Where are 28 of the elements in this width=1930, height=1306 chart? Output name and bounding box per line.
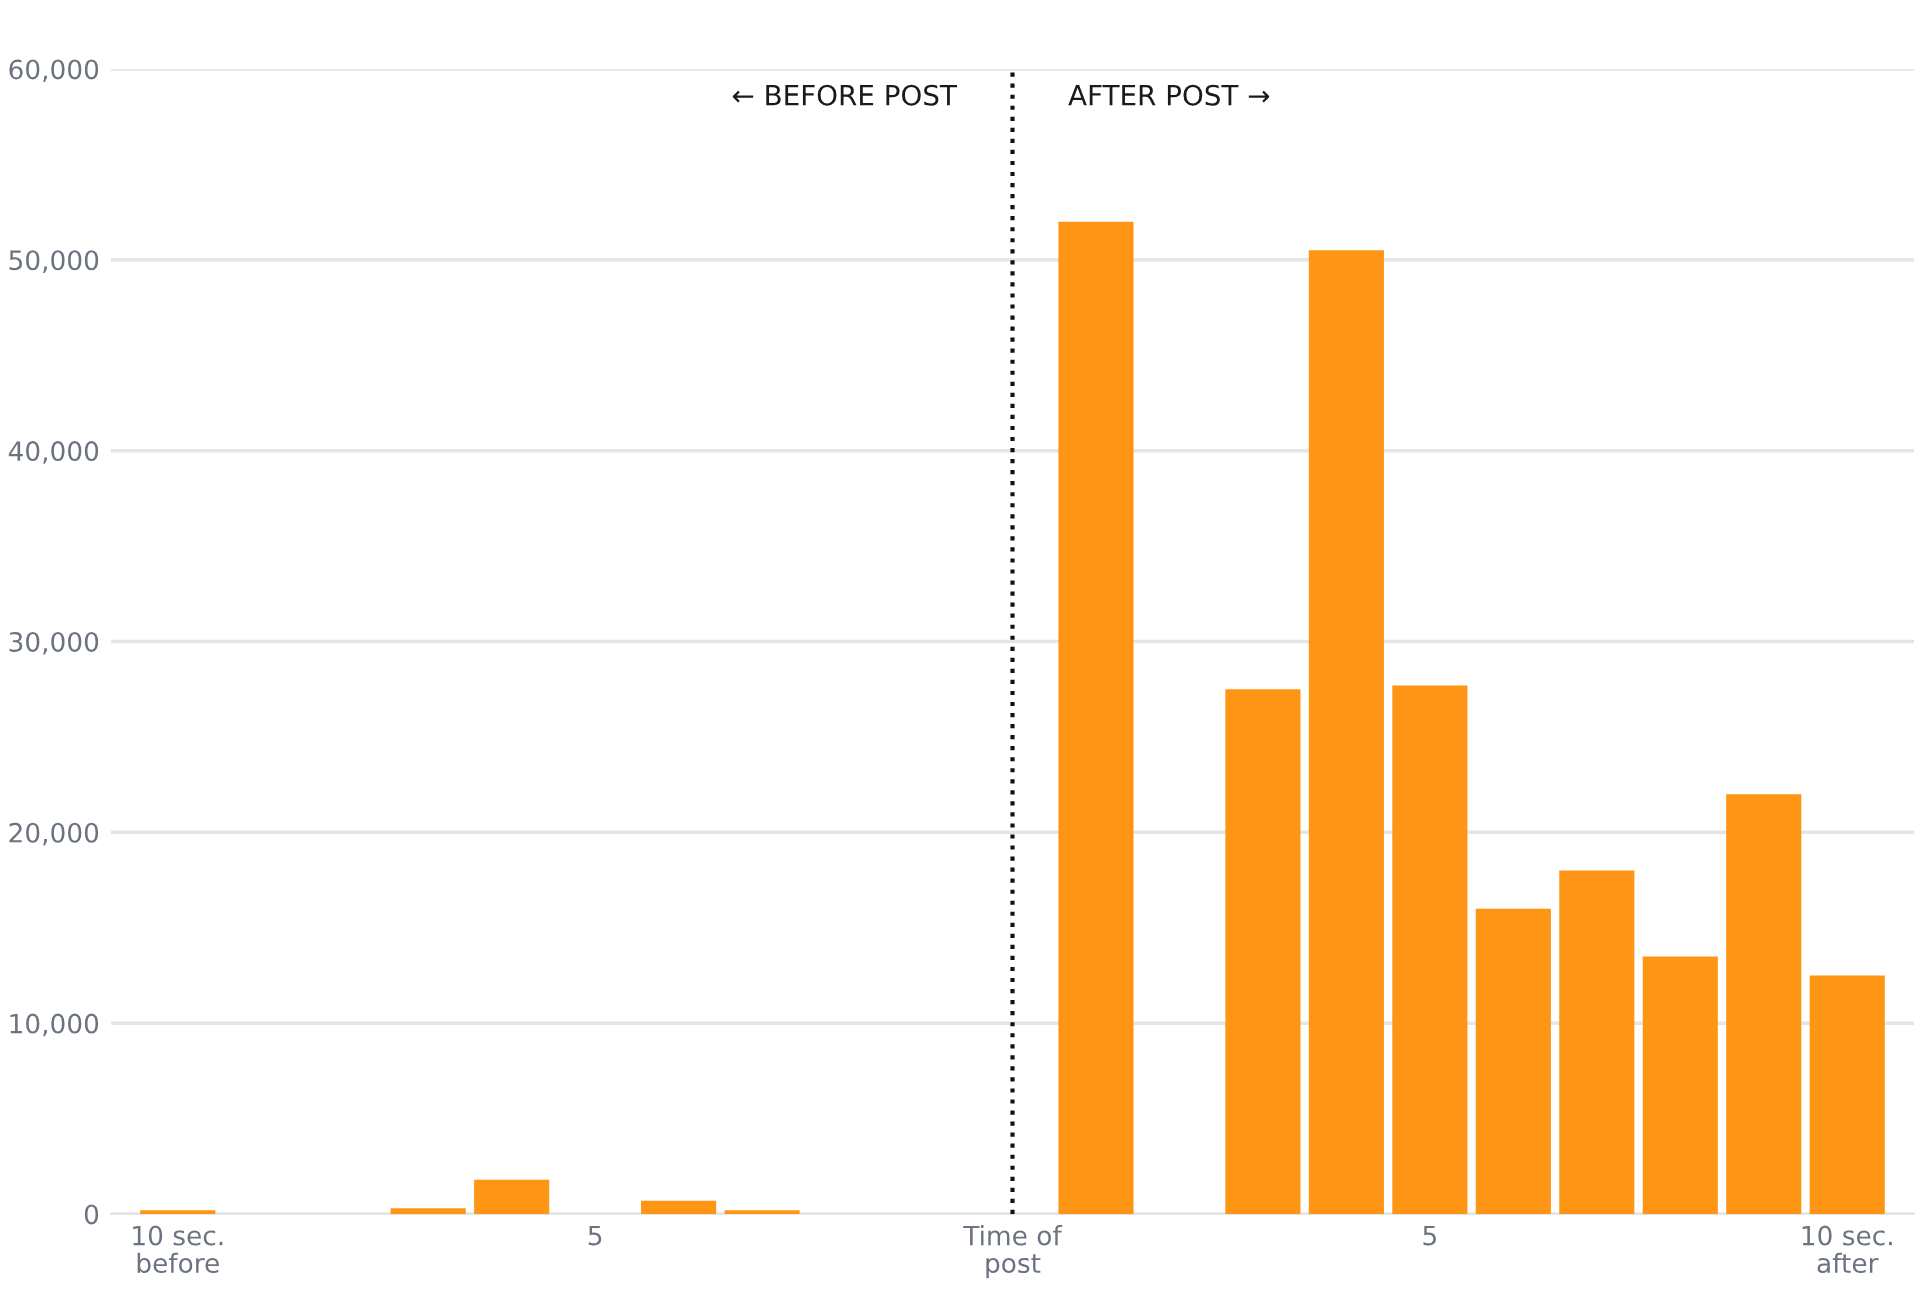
y-tick-label: 10,000 [10,1013,99,1037]
bar [641,1200,717,1214]
annotation: ← BEFORE POST [732,84,958,106]
y-tick-label: 50,000 [9,250,99,273]
x-tick-label: 10 sec. after [1802,1225,1892,1274]
x-tick-label: 5 [588,1225,602,1246]
bar [390,1208,466,1214]
x-tick-label: Time of post [963,1225,1063,1279]
bar [140,1210,216,1214]
bar [1225,689,1301,1214]
bar [1726,794,1802,1214]
annotation: AFTER POST → [1068,84,1270,106]
bar [1058,221,1134,1214]
bar [1559,870,1635,1214]
bar [724,1210,800,1214]
y-tick-label: 40,000 [8,441,99,464]
bar [1809,975,1885,1214]
x-tick-label: 5 [1423,1225,1436,1246]
bar [1392,685,1468,1214]
y-tick-label: 20,000 [9,822,99,846]
bar [1642,956,1718,1214]
bar [1308,250,1384,1214]
x-tick-label: 10 sec. before [133,1225,223,1274]
y-tick-label: 60,000 [9,59,99,83]
bar [474,1179,550,1214]
y-tick-label: 30,000 [9,631,99,655]
bar [1475,908,1551,1214]
y-tick-label: 0 [84,1204,99,1225]
